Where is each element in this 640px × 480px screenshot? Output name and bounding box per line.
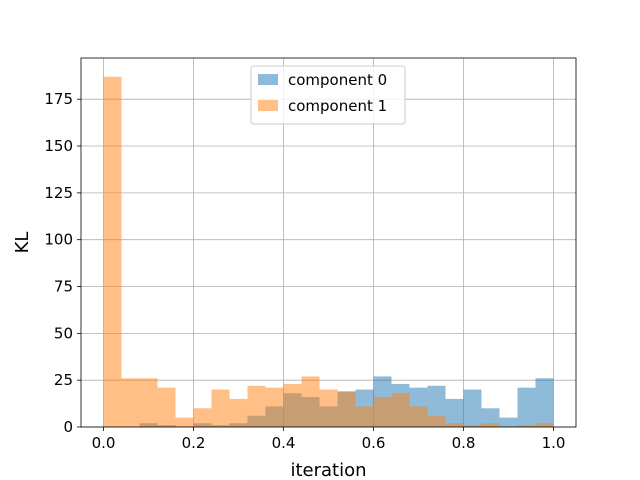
bar-series-1-bin-16	[391, 393, 410, 427]
bar-series-1-bin-12	[319, 389, 338, 427]
bar-series-1-bin-10	[283, 383, 302, 427]
legend-box	[250, 65, 406, 125]
x-tick-label: 0.0	[92, 434, 116, 452]
x-tick-label: 0.8	[452, 434, 476, 452]
x-tick-label: 0.6	[362, 434, 386, 452]
bar-series-1-bin-11	[301, 376, 320, 427]
bar-series-1-bin-18	[427, 415, 446, 427]
y-tick-label: 75	[54, 278, 73, 296]
x-tick-label: 0.4	[272, 434, 296, 452]
legend-label-component-1: component 1	[288, 97, 387, 115]
legend: component 0 component 1	[250, 65, 406, 125]
bar-series-0-bin-19	[445, 398, 464, 427]
bar-series-1-bin-13	[337, 391, 356, 427]
bar-series-1-bin-23	[517, 425, 536, 427]
bar-series-1-bin-19	[445, 423, 464, 427]
y-tick-label: 150	[44, 137, 73, 155]
bar-series-1-bin-1	[121, 378, 140, 427]
bar-series-1-bin-7	[229, 398, 248, 427]
legend-swatch-component-1	[258, 100, 278, 111]
bar-series-1-bin-21	[481, 423, 500, 427]
legend-swatch-component-0	[258, 74, 278, 85]
bar-series-1-bin-8	[247, 385, 266, 427]
x-tick-label: 1.0	[542, 434, 566, 452]
bar-series-1-bin-15	[373, 397, 392, 427]
y-tick-label: 100	[44, 231, 73, 249]
bar-series-0-bin-21	[481, 408, 500, 427]
y-tick-label: 25	[54, 371, 73, 389]
bar-series-0-bin-24	[535, 378, 554, 427]
y-tick-label: 175	[44, 90, 73, 108]
bar-series-1-bin-20	[463, 425, 482, 427]
y-axis-label: KL	[12, 232, 33, 254]
bar-series-1-bin-6	[211, 389, 230, 427]
bar-series-1-bin-2	[139, 378, 158, 427]
bar-series-0-bin-23	[517, 387, 536, 427]
bar-series-0-bin-20	[463, 389, 482, 427]
bar-series-1-bin-24	[535, 423, 554, 427]
x-tick-label: 0.2	[182, 434, 206, 452]
bar-series-1-bin-5	[193, 408, 212, 427]
bar-series-0-bin-22	[499, 417, 518, 427]
y-tick-label: 125	[44, 184, 73, 202]
axis-ticks: 0.0 0.2 0.4 0.6 0.8 1.0 0 25 50 75 100 125 150 175	[44, 90, 565, 452]
bar-series-1-bin-4	[175, 417, 194, 427]
y-tick-label: 0	[63, 418, 73, 436]
bar-series-1-bin-0	[103, 76, 122, 428]
bar-series-1-bin-14	[355, 406, 374, 427]
plot-frame	[80, 57, 577, 428]
y-tick-label: 50	[54, 324, 73, 342]
bar-series-1-bin-9	[265, 387, 284, 427]
x-axis-label: iteration	[290, 460, 366, 480]
legend-label-component-0: component 0	[288, 71, 387, 89]
bar-series-1-bin-17	[409, 406, 428, 427]
histogram-bars	[103, 76, 554, 428]
bar-series-1-bin-3	[157, 387, 176, 427]
